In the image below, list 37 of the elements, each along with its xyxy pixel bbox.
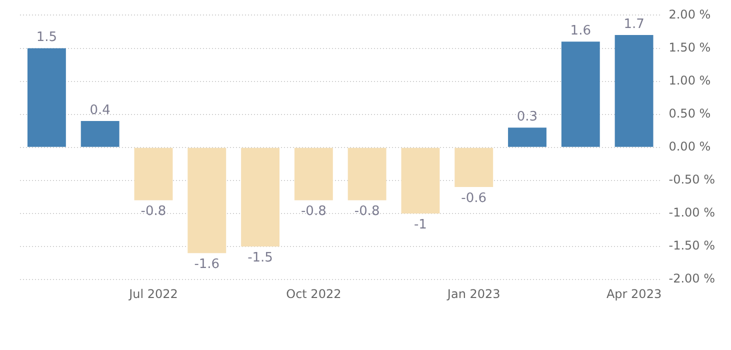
- y-tick-label: 2.00 %: [668, 7, 711, 22]
- x-tick-label: Apr 2023: [606, 286, 662, 301]
- y-tick-label: 0.50 %: [668, 106, 711, 120]
- y-tick-label: 0.00 %: [668, 140, 711, 154]
- x-tick-label: Jul 2022: [128, 286, 178, 301]
- data-label: 0.4: [90, 102, 110, 118]
- bar: [80, 120, 120, 147]
- bar: [294, 148, 333, 200]
- data-label: -0.8: [140, 204, 166, 220]
- bar: [241, 148, 280, 247]
- data-label: -1.5: [248, 250, 273, 266]
- data-label: -1.6: [194, 257, 220, 272]
- bar: [27, 48, 66, 147]
- data-label: -1: [414, 217, 427, 232]
- bar: [401, 148, 440, 214]
- bar: [188, 148, 226, 254]
- data-label: 1.5: [36, 30, 58, 46]
- y-tick-label: 1.50 %: [668, 40, 711, 54]
- data-label: -0.8: [354, 204, 380, 220]
- data-label: -0.6: [461, 190, 487, 206]
- bar: [561, 42, 600, 147]
- x-tick-label: Oct 2022: [286, 286, 342, 301]
- data-label: 1.6: [570, 24, 591, 39]
- bar: [454, 148, 494, 188]
- y-tick-label: -1.00 %: [668, 206, 715, 220]
- bar: [508, 128, 546, 147]
- y-tick-label: 1.00 %: [668, 73, 711, 88]
- y-tick-label: -0.50 %: [668, 172, 715, 187]
- bar: [614, 35, 654, 147]
- bar: [348, 148, 386, 200]
- data-label: -0.8: [300, 204, 326, 220]
- y-tick-label: -1.50 %: [668, 238, 715, 253]
- bar: [134, 148, 173, 200]
- data-label: 1.7: [624, 16, 644, 32]
- x-tick-label: Jan 2023: [446, 286, 500, 301]
- data-label: 0.3: [516, 109, 538, 124]
- y-tick-label: -2.00 %: [668, 272, 715, 286]
